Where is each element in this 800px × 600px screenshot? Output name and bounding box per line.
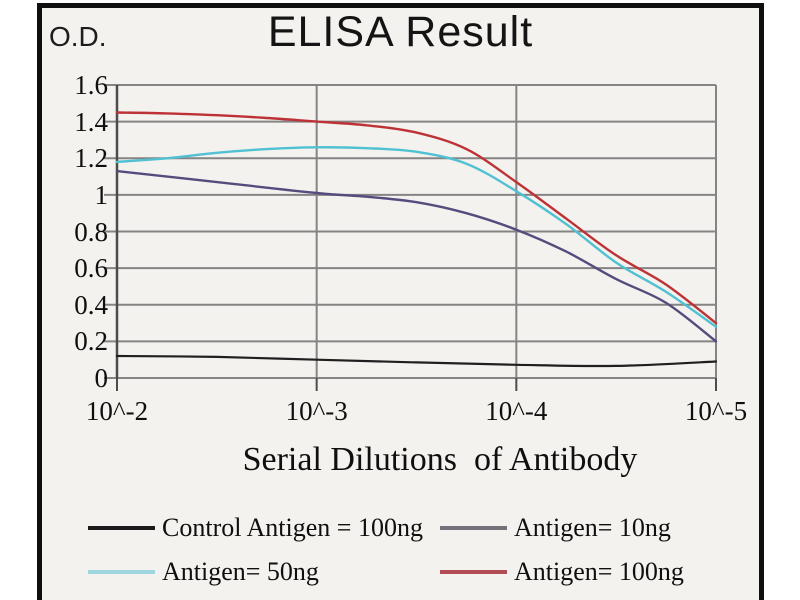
x-axis-title: Serial Dilutions of Antibody (242, 441, 638, 478)
y-tick-label: 0.4 (74, 289, 108, 320)
legend-item: Antigen= 50ng (88, 556, 319, 588)
legend-swatch (440, 526, 507, 530)
legend-label: Control Antigen = 100ng (162, 513, 423, 542)
legend-item: Control Antigen = 100ng (88, 512, 423, 544)
x-tick-label: 10^-4 (485, 396, 548, 426)
y-tick-label: 0.2 (74, 326, 108, 357)
y-tick-label: 1.4 (74, 106, 108, 137)
legend-label: Antigen= 50ng (162, 557, 319, 586)
y-tick-label: 1.6 (74, 70, 108, 100)
series-curve (115, 169, 718, 343)
series-curve (115, 111, 718, 325)
x-tick-label: 10^-3 (285, 396, 348, 426)
y-tick-label: 0 (94, 363, 109, 393)
legend-swatch (440, 570, 507, 574)
x-tick-label: 10^-5 (684, 396, 748, 426)
legend-item: Antigen= 10ng (440, 512, 671, 544)
y-tick-label: 1.2 (74, 143, 108, 174)
y-tick-label: 1 (94, 179, 109, 210)
y-tick-label: 0.6 (74, 253, 108, 284)
x-tick-label: 10^-2 (85, 396, 149, 426)
legend-swatch (88, 526, 155, 530)
legend-swatch (88, 570, 155, 574)
chart-title: ELISA Result (267, 8, 534, 56)
y-tick-label: 0.8 (74, 216, 108, 247)
legend-label: Antigen= 100ng (514, 557, 684, 586)
chart-frame (37, 3, 764, 600)
y-axis-unit-label: O.D. (49, 21, 107, 52)
legend-label: Antigen= 10ng (514, 513, 671, 542)
series-curve (115, 354, 718, 368)
legend-item: Antigen= 100ng (440, 556, 684, 588)
series-curve (115, 146, 718, 328)
